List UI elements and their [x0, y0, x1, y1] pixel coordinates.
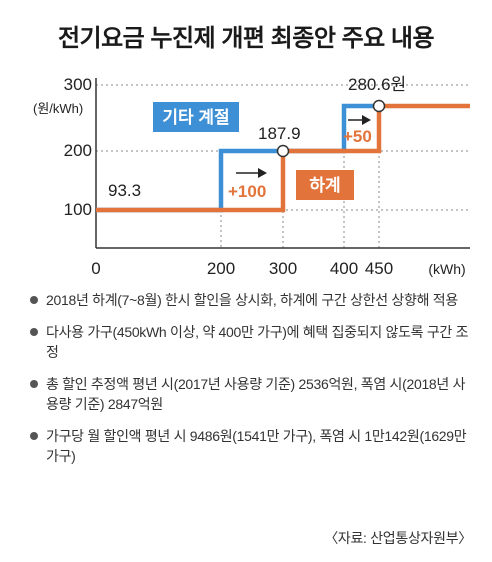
note-text: 다사용 가구(450kWh 이상, 약 400만 가구)에 혜택 집중되지 않도… [46, 324, 469, 360]
page-title: 전기요금 누진제 개편 최종안 주요 내용 [57, 25, 435, 52]
x-tick-label-300: 300 [269, 259, 297, 278]
arrow-right-icon [362, 115, 371, 125]
notes-list: 2018년 하계(7~8월) 한시 할인을 상시화, 하계에 구간 상한선 상향… [30, 290, 475, 478]
data-label-280-6: 280.6원 [348, 75, 406, 94]
x-tick-label-400: 400 [330, 259, 358, 278]
data-label-93-3: 93.3 [108, 181, 141, 200]
y-tick-label-200: 200 [64, 141, 92, 160]
bullet-dot-icon [30, 328, 38, 336]
y-axis-unit: (원/kWh) [33, 101, 83, 116]
x-axis-unit: (kWh) [428, 261, 465, 277]
x-tick-label-0: 0 [91, 259, 100, 278]
arrow-right-icon [258, 168, 267, 178]
note-item: 2018년 하계(7~8월) 한시 할인을 상시화, 하계에 구간 상한선 상향… [30, 290, 475, 310]
note-item: 총 할인 추정액 평년 시(2017년 사용량 기준) 2536억원, 폭염 시… [30, 374, 475, 414]
annotation-plus-100: +100 [228, 182, 266, 201]
legend-label-gita: 기타 계절 [162, 107, 229, 127]
bullet-dot-icon [30, 432, 38, 440]
x-tick-label-450: 450 [365, 259, 393, 278]
bullet-dot-icon [30, 296, 38, 304]
y-tick-label-300: 300 [64, 75, 92, 94]
note-text: 가구당 월 할인액 평년 시 9486원(1541만 가구), 폭염 시 1만1… [46, 428, 467, 464]
note-item: 가구당 월 할인액 평년 시 9486원(1541만 가구), 폭염 시 1만1… [30, 426, 475, 466]
legend-box-hagye [296, 170, 354, 200]
x-tick-label-200: 200 [207, 259, 235, 278]
note-text: 2018년 하계(7~8월) 한시 할인을 상시화, 하계에 구간 상한선 상향… [46, 292, 458, 308]
data-label-187-9: 187.9 [258, 124, 301, 143]
note-item: 다사용 가구(450kWh 이상, 약 400만 가구)에 혜택 집중되지 않도… [30, 322, 475, 362]
data-point-187-9 [276, 144, 290, 158]
y-tick-label-100: 100 [64, 200, 92, 219]
step-chart: 300 (원/kWh) 200 100 93.3 187.9 280.6원 +1… [33, 75, 470, 278]
legend-label-hagye: 하계 [309, 176, 340, 195]
data-point-280-6 [372, 99, 386, 113]
note-text: 총 할인 추정액 평년 시(2017년 사용량 기준) 2536억원, 폭염 시… [46, 376, 466, 412]
legend-box-gita [153, 102, 239, 132]
annotation-plus-50: +50 [343, 127, 372, 146]
bullet-dot-icon [30, 380, 38, 388]
source-credit: 〈자료: 산업통상자원부〉 [324, 530, 472, 546]
